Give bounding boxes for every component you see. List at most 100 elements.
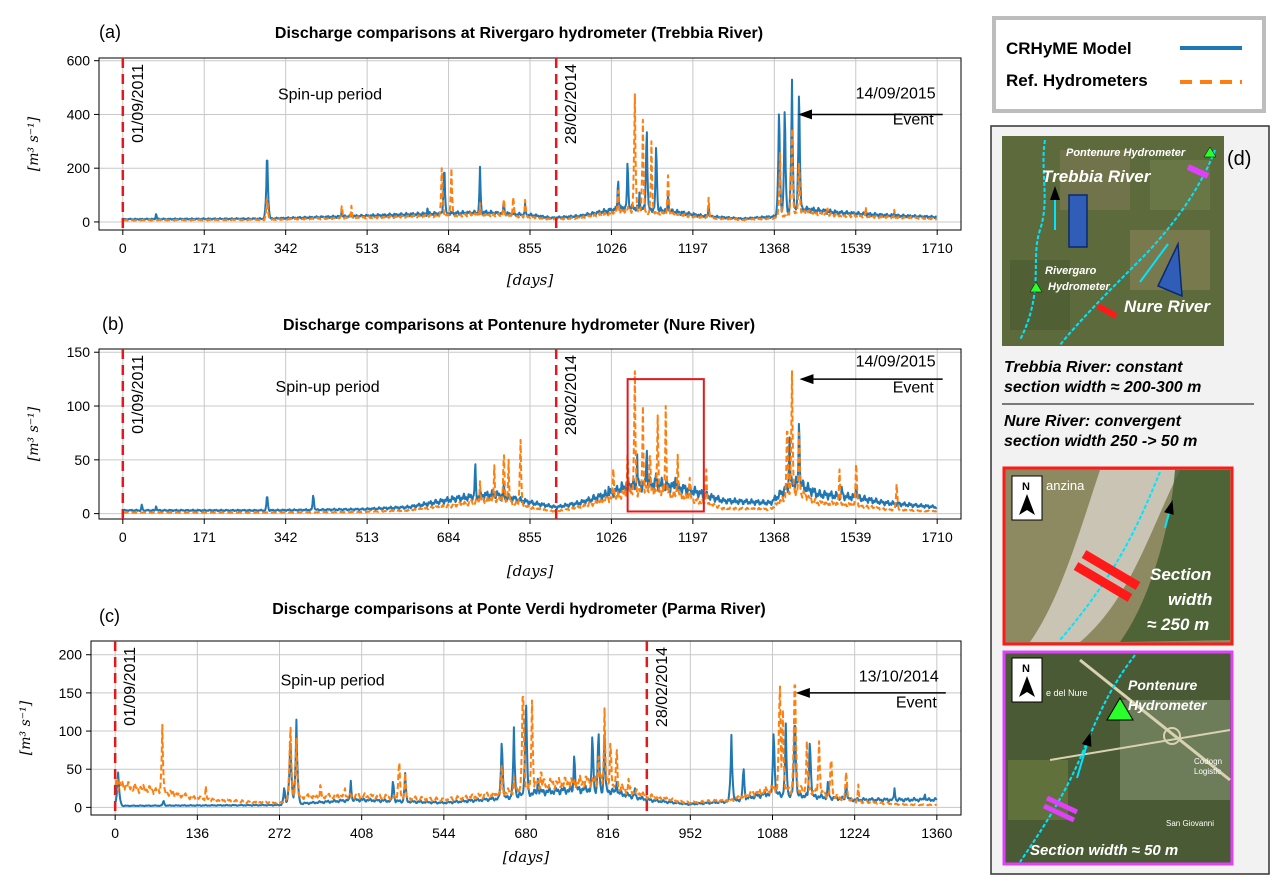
y-axis-label-c: [m³ s⁻¹]	[18, 700, 34, 755]
start-date-label-c: 01/09/2011	[122, 647, 139, 726]
y-tick-label-a-3: 600	[67, 53, 91, 69]
x-tick-label-a-0: 0	[119, 240, 127, 256]
bottom-map-place-3: Logistic	[1194, 767, 1221, 776]
y-tick-label-a-1: 200	[67, 160, 91, 176]
legend-model-label: CRHyME Model	[1006, 39, 1132, 58]
x-tick-label-c-8: 1088	[757, 825, 788, 841]
x-tick-label-a-9: 1539	[840, 240, 871, 256]
spinup-text-c: Spin-up period	[281, 672, 385, 689]
x-axis-label-b: [days]	[507, 562, 554, 580]
event-word-b: Event	[893, 380, 934, 397]
x-tick-label-b-4: 684	[437, 529, 461, 545]
mid-map-flow-arrow	[1164, 500, 1174, 529]
x-tick-label-c-3: 408	[350, 825, 374, 841]
spinup-end-date-label-c: 28/02/2014	[654, 647, 671, 727]
mid-map-section-bar-2	[1081, 550, 1141, 590]
bottom-map-field-1	[1120, 700, 1230, 800]
y-tick-label-b-2: 100	[67, 398, 91, 414]
mid-map-text-value: ≈ 250 m	[1147, 615, 1209, 634]
bottom-map-road-1	[1079, 658, 1231, 782]
mid-map-north-arrow	[1019, 494, 1035, 515]
mid-map-text-section: Section	[1150, 565, 1211, 584]
chart-panel-b: 0 171 342 513 684 855 1026 1197 1368 1539 1710 0 50 1…	[26, 314, 962, 580]
chart-title-b: Discharge comparisons at Pontenure hydro…	[283, 317, 755, 334]
x-tick-label-b-2: 342	[274, 529, 298, 545]
y-tick-label-c-3: 150	[59, 685, 83, 701]
x-tick-label-a-10: 1710	[922, 240, 953, 256]
x-tick-label-b-7: 1197	[678, 529, 708, 545]
bottom-map-place-1: e del Nure	[1046, 688, 1088, 698]
series-hydro-line-b	[122, 370, 938, 514]
series-hydro-line-a	[122, 93, 938, 222]
x-tick-label-c-10: 1360	[921, 825, 952, 841]
x-tick-label-b-10: 1710	[922, 529, 953, 545]
top-map-field-3	[1010, 260, 1070, 330]
nure-width-triangle	[1156, 241, 1183, 298]
rivergaro-section-marker	[1096, 303, 1118, 319]
chart-title-a: Discharge comparisons at Rivergaro hydro…	[275, 25, 763, 42]
nure-flow-arrow	[1139, 243, 1169, 283]
x-tick-label-b-3: 513	[355, 529, 379, 545]
spinup-end-date-label-b: 28/02/2014	[563, 355, 580, 435]
top-map-label-hydrometer: Hydrometer	[1048, 281, 1110, 293]
mid-satellite-map: N anzina Section width ≈ 250 m	[1002, 466, 1234, 646]
top-map-field-4	[1150, 160, 1210, 210]
series-model-line-a	[122, 78, 937, 221]
x-tick-label-a-2: 342	[274, 240, 298, 256]
mid-map-north-label: N	[1022, 481, 1030, 493]
legend-frame	[992, 16, 1266, 113]
panel-letter-a: (a)	[99, 22, 121, 42]
top-map-label-rivergaro: Rivergaro	[1045, 265, 1097, 277]
caption-nure-line-1: Nure River: convergent	[1004, 413, 1182, 430]
bottom-map-flow-arrow	[1076, 732, 1092, 779]
bottom-map-hydro-line-1: Pontenure	[1128, 677, 1197, 693]
x-tick-label-c-4: 544	[432, 825, 456, 841]
y-tick-label-c-1: 50	[66, 761, 82, 777]
x-tick-label-b-8: 1368	[759, 529, 790, 545]
pontenure-hydrometer-triangle	[1203, 146, 1217, 158]
nure-river-line	[1059, 149, 1216, 346]
chart-panel-c: 0 136 272 408 544 680 816 952 1088 1224 1360 0 50 100…	[18, 601, 962, 866]
chart-panel-a: 0 171 342 513 684 855 1026 1197 1368 1539 1710 0 200…	[26, 22, 962, 289]
y-axis-label-b: [m³ s⁻¹]	[26, 406, 42, 461]
bottom-map-section-bar-2	[1045, 795, 1079, 815]
y-tick-label-b-0: 0	[82, 506, 90, 522]
bottom-map-north-arrow	[1019, 676, 1035, 697]
bottom-map-roundabout	[1163, 727, 1181, 745]
x-tick-label-c-2: 272	[268, 825, 292, 841]
x-tick-label-b-6: 1026	[596, 529, 627, 545]
mid-map-place: anzina	[1046, 478, 1085, 493]
top-satellite-map: Pontenure Hydrometer Trebbia River River…	[1002, 136, 1224, 346]
start-date-label-b: 01/09/2011	[130, 355, 147, 434]
y-tick-label-a-2: 400	[67, 106, 91, 122]
series-hydro-line-c	[114, 684, 937, 807]
x-tick-label-a-1: 171	[193, 240, 217, 256]
spinup-text-b: Spin-up period	[276, 379, 380, 396]
bottom-map-hydro-line-2: Hydrometer	[1128, 697, 1208, 713]
mid-map-river-line	[1059, 471, 1161, 641]
event-date-a: 14/09/2015	[856, 85, 936, 102]
x-tick-label-a-6: 1026	[596, 240, 627, 256]
x-tick-label-c-0: 0	[111, 825, 119, 841]
bottom-map-section-bar-1	[1042, 803, 1076, 823]
legend-hydro-label: Ref. Hydrometers	[1006, 71, 1148, 90]
x-tick-label-a-4: 684	[437, 240, 461, 256]
mid-map-text-width: width	[1168, 590, 1212, 609]
highlight-box-b	[626, 378, 705, 513]
x-axis-label-c: [days]	[503, 848, 550, 866]
spinup-text-a: Spin-up period	[278, 87, 382, 104]
map-panel-letter: (d)	[1227, 148, 1251, 170]
event-word-a: Event	[893, 111, 934, 128]
top-map-label-pontenure: Pontenure Hydrometer	[1066, 147, 1186, 159]
panel-letter-b: (b)	[102, 314, 124, 334]
x-tick-label-b-9: 1539	[840, 529, 871, 545]
bottom-map-hydrometer-triangle	[1106, 697, 1134, 721]
y-tick-label-b-1: 50	[74, 452, 90, 468]
y-tick-label-b-3: 150	[67, 344, 91, 360]
series-model-line-b	[122, 422, 938, 513]
mid-map-section-bar-1	[1073, 562, 1133, 602]
x-tick-label-b-1: 171	[193, 529, 217, 545]
event-word-c: Event	[896, 694, 937, 711]
spinup-end-date-label-a: 28/02/2014	[563, 64, 580, 144]
